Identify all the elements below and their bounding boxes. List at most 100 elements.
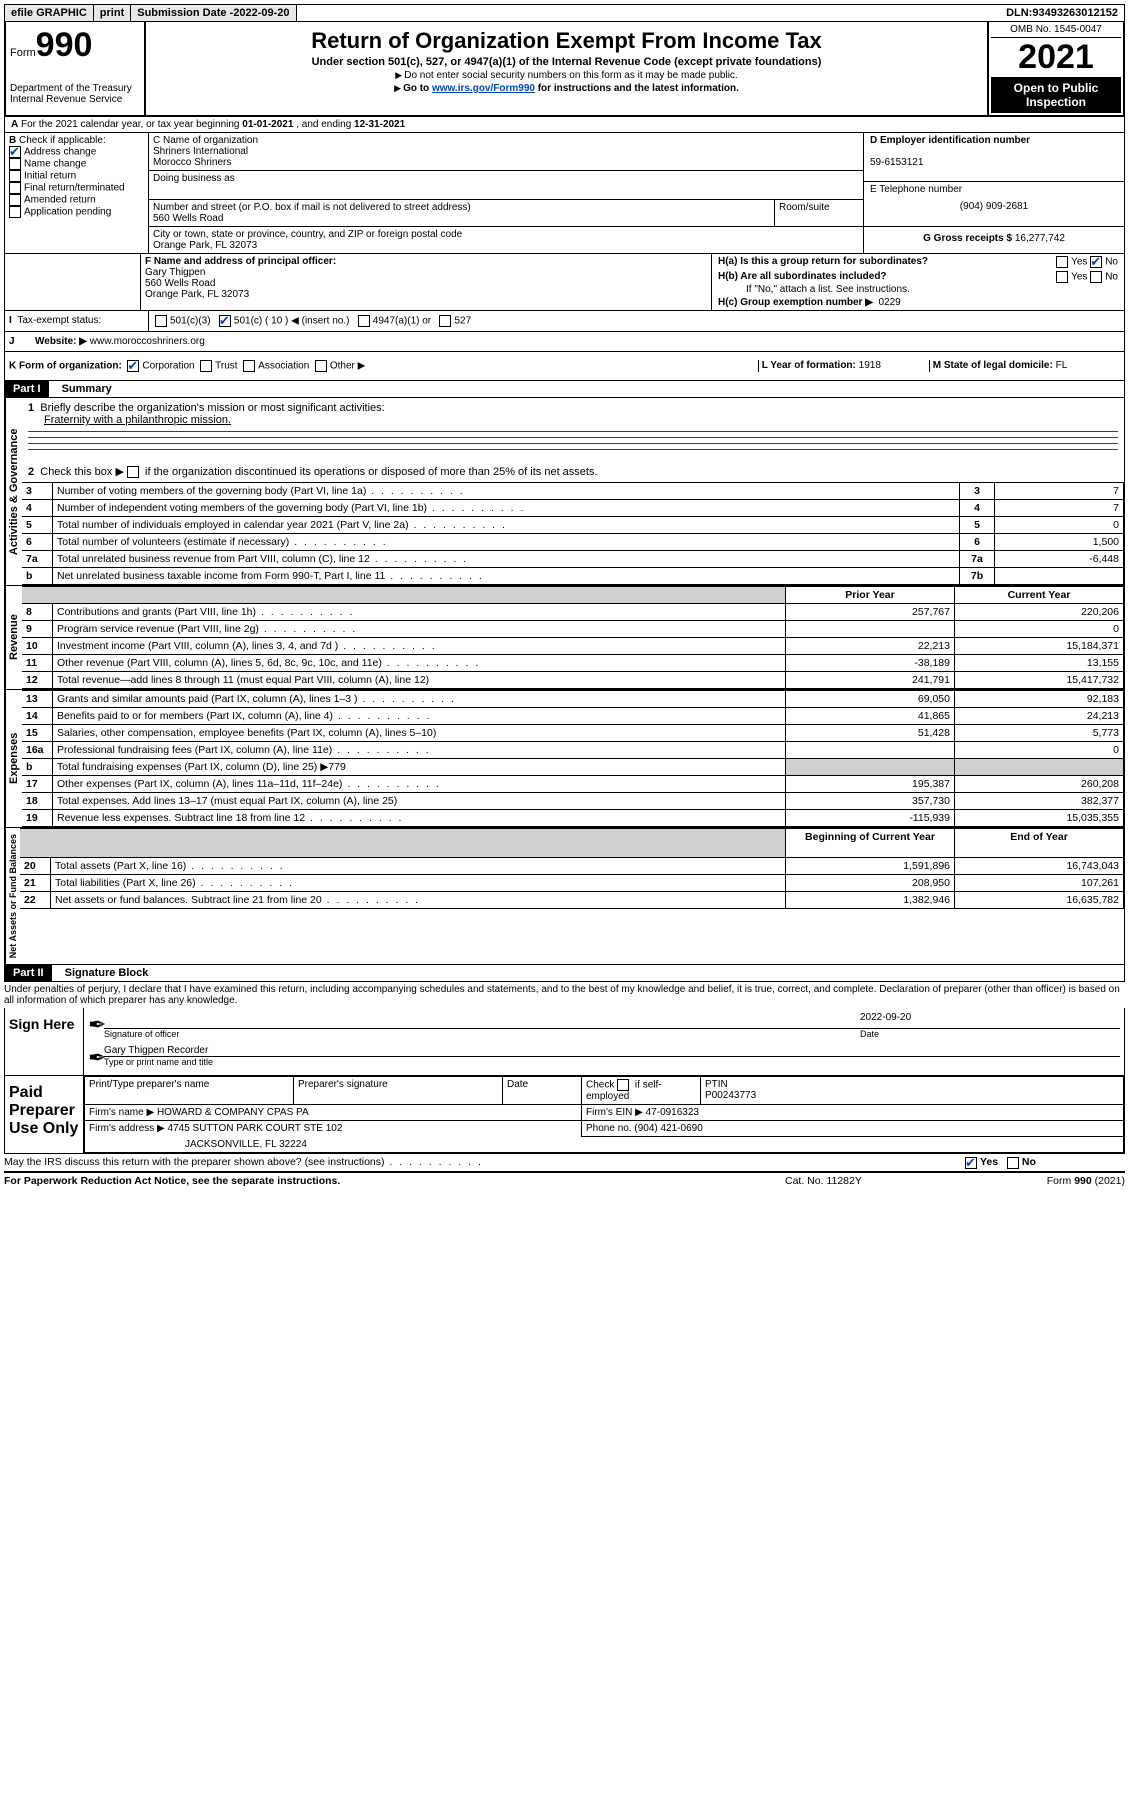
signature-date: 2022-09-20 bbox=[852, 1012, 1120, 1029]
gross-receipts: 16,277,742 bbox=[1015, 233, 1065, 244]
address-change-checkbox[interactable] bbox=[9, 146, 21, 158]
section-f-officer: F Name and address of principal officer:… bbox=[141, 254, 712, 310]
501c-checkbox[interactable] bbox=[219, 315, 231, 327]
table-row: 11Other revenue (Part VIII, column (A), … bbox=[22, 655, 1124, 672]
h-b-no-checkbox[interactable] bbox=[1090, 271, 1102, 283]
table-row: 6Total number of volunteers (estimate if… bbox=[22, 534, 1124, 551]
net-assets-table: Beginning of Current YearEnd of Year 20T… bbox=[20, 828, 1124, 909]
state-domicile: M State of legal domicile: FL bbox=[929, 360, 1120, 372]
room-suite: Room/suite bbox=[775, 200, 863, 226]
name-change-checkbox[interactable] bbox=[9, 158, 21, 170]
dept-label: Department of the Treasury bbox=[10, 83, 140, 94]
perjury-declaration: Under penalties of perjury, I declare th… bbox=[4, 982, 1125, 1008]
discuss-question: May the IRS discuss this return with the… bbox=[4, 1156, 385, 1168]
irs-label: Internal Revenue Service bbox=[10, 94, 140, 105]
year-formation: L Year of formation: 1918 bbox=[758, 360, 929, 372]
table-row: 13Grants and similar amounts paid (Part … bbox=[22, 691, 1124, 708]
phone-value: (904) 909-2681 bbox=[870, 201, 1118, 212]
net-assets-side-label: Net Assets or Fund Balances bbox=[5, 828, 20, 964]
table-row: 17Other expenses (Part IX, column (A), l… bbox=[22, 776, 1124, 793]
table-row: 16aProfessional fundraising fees (Part I… bbox=[22, 742, 1124, 759]
org-name-2: Morocco Shriners bbox=[153, 157, 859, 168]
self-employed-checkbox[interactable] bbox=[617, 1079, 629, 1091]
submission-date-cell: Submission Date - 2022-09-20 bbox=[131, 5, 296, 21]
table-row: 15Salaries, other compensation, employee… bbox=[22, 725, 1124, 742]
form-of-org: K Form of organization: Corporation Trus… bbox=[9, 360, 758, 372]
part-i-header: Part I bbox=[5, 381, 49, 397]
section-b-checkboxes: B Check if applicable: Address change Na… bbox=[5, 133, 149, 253]
form-title: Return of Organization Exempt From Incom… bbox=[154, 28, 979, 54]
expenses-table: 13Grants and similar amounts paid (Part … bbox=[22, 690, 1124, 827]
part-ii-header: Part II bbox=[5, 965, 52, 981]
table-row: 9Program service revenue (Part VIII, lin… bbox=[22, 621, 1124, 638]
pra-notice: For Paperwork Reduction Act Notice, see … bbox=[4, 1175, 340, 1187]
initial-return-checkbox[interactable] bbox=[9, 170, 21, 182]
form-footer: Form 990 (2021) bbox=[985, 1175, 1125, 1187]
irs-form990-link[interactable]: www.irs.gov/Form990 bbox=[432, 83, 535, 94]
firm-ein: 47-0916323 bbox=[646, 1107, 699, 1118]
part-ii-name: Signature Block bbox=[55, 967, 149, 979]
org-name-1: Shriners International bbox=[153, 146, 859, 157]
dba-label: Doing business as bbox=[153, 173, 859, 184]
table-row: 12Total revenue—add lines 8 through 11 (… bbox=[22, 672, 1124, 689]
tax-year-end: 12-31-2021 bbox=[354, 119, 405, 130]
table-row: bNet unrelated business taxable income f… bbox=[22, 568, 1124, 585]
4947-checkbox[interactable] bbox=[358, 315, 370, 327]
form-number: 990 bbox=[36, 26, 93, 64]
activities-governance-label: Activities & Governance bbox=[5, 398, 22, 585]
print-button[interactable]: print bbox=[94, 5, 131, 21]
line-a-text: For the 2021 calendar year, or tax year … bbox=[21, 119, 242, 130]
part-i-name: Summary bbox=[52, 383, 112, 395]
discuss-no-checkbox[interactable] bbox=[1007, 1157, 1019, 1169]
dln-cell: DLN: 93493263012152 bbox=[1000, 5, 1124, 21]
group-exemption: 0229 bbox=[878, 297, 900, 308]
501c3-checkbox[interactable] bbox=[155, 315, 167, 327]
table-row: 10Investment income (Part VIII, column (… bbox=[22, 638, 1124, 655]
table-row: 21Total liabilities (Part X, line 26)208… bbox=[20, 875, 1124, 892]
tax-year: 2021 bbox=[991, 38, 1121, 77]
discuss-yes-checkbox[interactable] bbox=[965, 1157, 977, 1169]
h-a-yes-checkbox[interactable] bbox=[1056, 256, 1068, 268]
form-subtitle: Under section 501(c), 527, or 4947(a)(1)… bbox=[154, 56, 979, 68]
table-row: 8Contributions and grants (Part VIII, li… bbox=[22, 604, 1124, 621]
table-row: 3Number of voting members of the governi… bbox=[22, 483, 1124, 500]
paid-preparer-label: Paid Preparer Use Only bbox=[5, 1076, 84, 1153]
firm-name: HOWARD & COMPANY CPAS PA bbox=[157, 1107, 309, 1118]
application-pending-checkbox[interactable] bbox=[9, 206, 21, 218]
tax-year-begin: 01-01-2021 bbox=[242, 119, 293, 130]
street-address: 560 Wells Road bbox=[153, 213, 770, 224]
ein-value: 59-6153121 bbox=[870, 157, 923, 168]
table-row: 20Total assets (Part X, line 16)1,591,89… bbox=[20, 858, 1124, 875]
form-header: Form990 Department of the Treasury Inter… bbox=[4, 22, 1125, 117]
discontinued-checkbox[interactable] bbox=[127, 466, 139, 478]
open-to-public-badge: Open to Public Inspection bbox=[991, 77, 1121, 113]
website-note: Go to www.irs.gov/Form990 for instructio… bbox=[154, 83, 979, 94]
h-b-yes-checkbox[interactable] bbox=[1056, 271, 1068, 283]
table-row: 19Revenue less expenses. Subtract line 1… bbox=[22, 810, 1124, 827]
other-checkbox[interactable] bbox=[315, 360, 327, 372]
section-deg: D Employer identification number 59-6153… bbox=[864, 133, 1124, 253]
table-row: 7aTotal unrelated business revenue from … bbox=[22, 551, 1124, 568]
ssn-note: Do not enter social security numbers on … bbox=[154, 70, 979, 81]
association-checkbox[interactable] bbox=[243, 360, 255, 372]
efile-graphic-button[interactable]: efile GRAPHIC bbox=[5, 5, 94, 21]
final-return-checkbox[interactable] bbox=[9, 182, 21, 194]
table-row: 14Benefits paid to or for members (Part … bbox=[22, 708, 1124, 725]
governance-table: 3Number of voting members of the governi… bbox=[22, 482, 1124, 585]
table-row: 22Net assets or fund balances. Subtract … bbox=[20, 892, 1124, 909]
mission-statement: Fraternity with a philanthropic mission. bbox=[28, 414, 231, 426]
expenses-side-label: Expenses bbox=[5, 690, 22, 827]
trust-checkbox[interactable] bbox=[200, 360, 212, 372]
revenue-side-label: Revenue bbox=[5, 586, 22, 689]
amended-return-checkbox[interactable] bbox=[9, 194, 21, 206]
table-row: bTotal fundraising expenses (Part IX, co… bbox=[22, 759, 1124, 776]
527-checkbox[interactable] bbox=[439, 315, 451, 327]
omb-number: OMB No. 1545-0047 bbox=[991, 24, 1121, 38]
section-h: H(a) Is this a group return for subordin… bbox=[712, 254, 1124, 310]
corporation-checkbox[interactable] bbox=[127, 360, 139, 372]
h-a-no-checkbox[interactable] bbox=[1090, 256, 1102, 268]
top-control-bar: efile GRAPHIC print Submission Date - 20… bbox=[4, 4, 1125, 22]
table-row: 5Total number of individuals employed in… bbox=[22, 517, 1124, 534]
paid-preparer-table: Print/Type preparer's name Preparer's si… bbox=[84, 1076, 1124, 1153]
officer-name-title: Gary Thigpen Recorder bbox=[104, 1045, 1120, 1057]
